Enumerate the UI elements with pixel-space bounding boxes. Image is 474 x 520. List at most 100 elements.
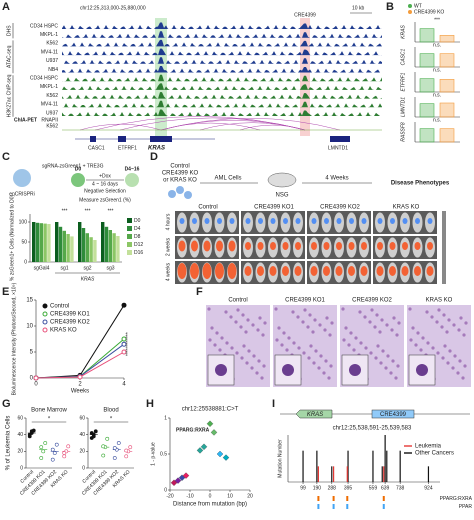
cell bbox=[297, 346, 301, 350]
y-axis-label: 1 - p-value bbox=[150, 442, 156, 466]
point bbox=[89, 431, 94, 435]
cell bbox=[306, 325, 310, 329]
cell bbox=[309, 344, 313, 348]
cell bbox=[258, 316, 262, 320]
legend-label: WT bbox=[414, 3, 422, 9]
cell bbox=[252, 354, 256, 358]
track-signal bbox=[62, 83, 382, 90]
signal bbox=[377, 242, 383, 250]
legend-label: D12 bbox=[134, 242, 143, 248]
cell bbox=[261, 333, 265, 337]
gene-arrow bbox=[295, 409, 333, 419]
significance: n.s. bbox=[433, 42, 441, 48]
track-label: MV4-11 bbox=[41, 102, 58, 108]
cell bbox=[342, 338, 346, 342]
point bbox=[112, 446, 117, 450]
track-signal bbox=[62, 109, 382, 116]
cell bbox=[457, 328, 461, 332]
cell-icon bbox=[71, 173, 85, 187]
group-label: ATAC-seq bbox=[6, 45, 12, 68]
track-signal bbox=[62, 57, 382, 64]
bar bbox=[62, 230, 66, 262]
bar bbox=[439, 79, 455, 93]
gene-label: ETFRF1 bbox=[400, 72, 406, 91]
cell bbox=[394, 376, 398, 380]
point bbox=[62, 451, 67, 455]
label: CRE4399 KO bbox=[162, 171, 199, 177]
bar bbox=[419, 128, 435, 143]
y-tick-label: 60 bbox=[79, 415, 85, 421]
point bbox=[121, 349, 127, 355]
track-signal bbox=[62, 100, 382, 108]
legend-swatch bbox=[127, 218, 132, 223]
point bbox=[216, 450, 224, 458]
cell bbox=[244, 330, 248, 334]
panel-letter: D bbox=[150, 151, 158, 163]
significance: **** bbox=[125, 332, 131, 340]
label: D4~16 bbox=[125, 166, 140, 172]
cell bbox=[328, 333, 332, 337]
gene-label: RASSF8 bbox=[400, 122, 406, 142]
point bbox=[200, 443, 208, 451]
cell bbox=[229, 315, 233, 319]
panel-letter: H bbox=[146, 398, 154, 410]
bar bbox=[439, 35, 455, 43]
motif-tick bbox=[332, 504, 335, 509]
bar bbox=[419, 78, 435, 93]
label: LMNTD1 bbox=[328, 145, 348, 151]
point bbox=[101, 444, 106, 449]
cell bbox=[370, 308, 374, 312]
bar bbox=[419, 53, 435, 68]
row-label: 4 hours bbox=[165, 213, 171, 230]
cell bbox=[389, 371, 393, 375]
row-label: 4 weeks bbox=[165, 262, 171, 281]
legend-swatch bbox=[127, 242, 132, 247]
label: chr12:25,538,591-25,539,583 bbox=[333, 426, 412, 432]
significance: n.s. bbox=[433, 117, 441, 123]
bar bbox=[419, 103, 435, 118]
cell bbox=[386, 354, 390, 358]
cell bbox=[359, 341, 363, 345]
x-tick-label: 10 bbox=[227, 493, 233, 499]
signal bbox=[295, 242, 301, 250]
cell bbox=[319, 354, 323, 358]
cre-box bbox=[371, 409, 415, 419]
cell bbox=[435, 320, 439, 324]
gene-exon bbox=[90, 136, 96, 142]
signal bbox=[191, 240, 198, 252]
signal bbox=[295, 218, 301, 224]
x-tick-label: -10 bbox=[186, 493, 193, 499]
inset bbox=[408, 354, 436, 386]
signal bbox=[389, 266, 396, 276]
x-tick-label: sg3 bbox=[106, 265, 114, 271]
signal bbox=[244, 266, 252, 276]
column-label: Control bbox=[228, 298, 247, 304]
signal bbox=[349, 218, 354, 224]
cell bbox=[224, 310, 228, 314]
bar bbox=[89, 237, 93, 262]
label: 4 Weeks bbox=[325, 176, 348, 182]
signal bbox=[360, 266, 368, 276]
bar bbox=[78, 222, 82, 262]
cell bbox=[363, 315, 367, 319]
cell bbox=[330, 321, 334, 325]
x-tick-label: 20 bbox=[247, 493, 253, 499]
point bbox=[121, 302, 127, 308]
point bbox=[121, 341, 127, 347]
cell bbox=[341, 307, 345, 311]
track-signal bbox=[62, 48, 382, 56]
x-tick-label: 2 bbox=[78, 382, 82, 388]
panel-letter: B bbox=[386, 1, 394, 13]
cell bbox=[240, 356, 244, 360]
significance: *** bbox=[62, 208, 68, 214]
cell bbox=[445, 330, 449, 334]
label: Measure zsGreen1 (%) bbox=[79, 197, 131, 203]
point bbox=[66, 444, 71, 449]
bar bbox=[39, 223, 43, 262]
cell bbox=[322, 371, 326, 375]
label: or KRAS KO bbox=[163, 178, 197, 184]
cell bbox=[419, 348, 423, 352]
gene-exon bbox=[118, 136, 126, 142]
signal bbox=[323, 266, 330, 276]
x-tick-label: -20 bbox=[166, 493, 173, 499]
